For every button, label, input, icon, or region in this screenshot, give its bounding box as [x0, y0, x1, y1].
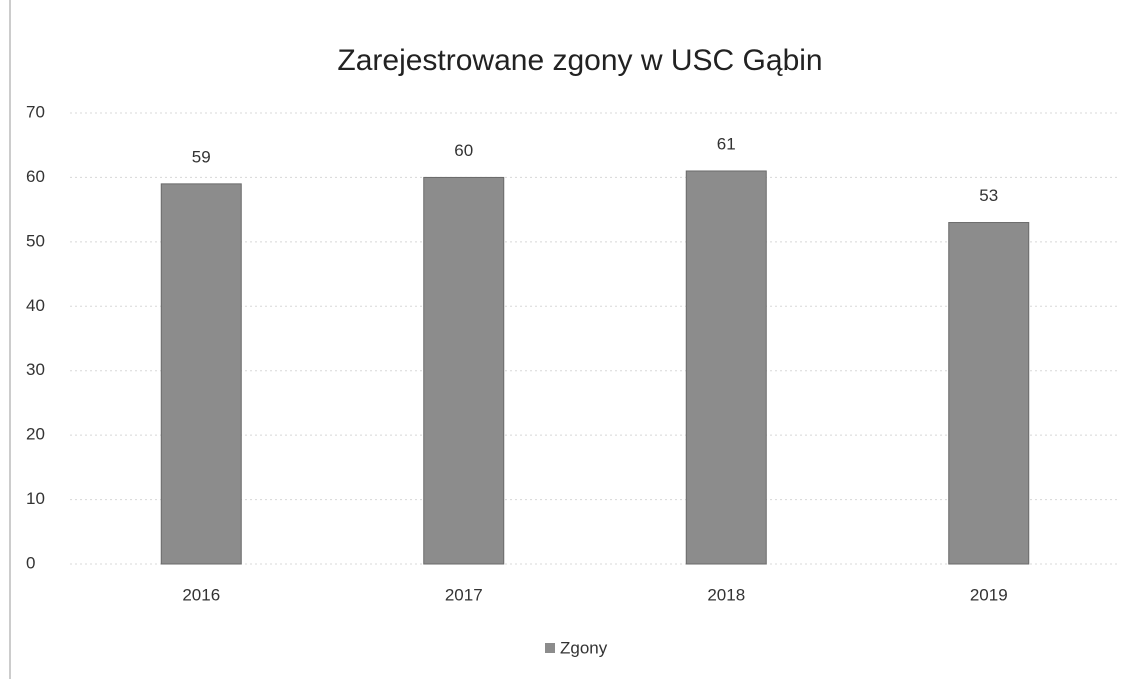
data-label: 53: [979, 186, 998, 205]
y-tick-label: 20: [26, 425, 45, 444]
x-tick-label: 2019: [970, 585, 1008, 604]
x-tick-label: 2017: [445, 585, 483, 604]
y-tick-label: 10: [26, 489, 45, 508]
data-label: 59: [192, 147, 211, 166]
data-label: 60: [454, 141, 473, 160]
y-tick-label: 50: [26, 231, 45, 250]
legend-swatch: [545, 643, 555, 653]
data-label: 61: [717, 134, 736, 153]
bar: [423, 176, 505, 565]
x-tick-label: 2016: [182, 585, 220, 604]
bar: [948, 222, 1030, 565]
legend-label: Zgony: [560, 638, 608, 657]
y-tick-label: 0: [26, 553, 35, 572]
y-tick-label: 30: [26, 360, 45, 379]
y-tick-label: 60: [26, 167, 45, 186]
bar: [160, 183, 242, 565]
y-tick-label: 70: [26, 102, 45, 121]
y-tick-label: 40: [26, 296, 45, 315]
chart-title: Zarejestrowane zgony w USC Gąbin: [337, 44, 822, 77]
x-tick-label: 2018: [707, 585, 745, 604]
bar: [685, 170, 767, 565]
